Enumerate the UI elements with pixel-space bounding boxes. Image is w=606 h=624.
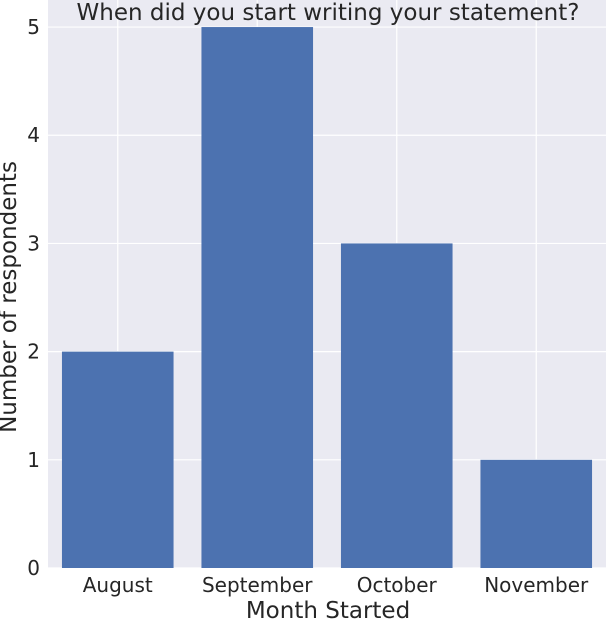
x-tick-labels: August September October November <box>83 573 589 597</box>
y-tick-label: 0 <box>27 556 40 580</box>
bar-august <box>61 351 174 568</box>
bar-november <box>480 459 593 568</box>
bar-september <box>201 27 314 569</box>
x-tick-label: September <box>202 573 313 597</box>
x-axis-label: Month Started <box>246 598 410 624</box>
chart-title: When did you start writing your statemen… <box>77 0 580 26</box>
y-tick-label: 2 <box>27 340 40 364</box>
bar-october <box>340 243 453 568</box>
bars <box>61 27 593 569</box>
y-tick-labels: 0 1 2 3 4 5 <box>27 15 40 580</box>
x-tick-label: August <box>83 573 153 597</box>
x-tick-label: October <box>357 573 438 597</box>
y-tick-label: 5 <box>27 15 40 39</box>
y-axis-label: Number of respondents <box>0 161 22 433</box>
y-tick-label: 3 <box>27 231 40 255</box>
y-tick-label: 4 <box>27 123 40 147</box>
x-tick-label: November <box>484 573 589 597</box>
y-tick-label: 1 <box>27 448 40 472</box>
